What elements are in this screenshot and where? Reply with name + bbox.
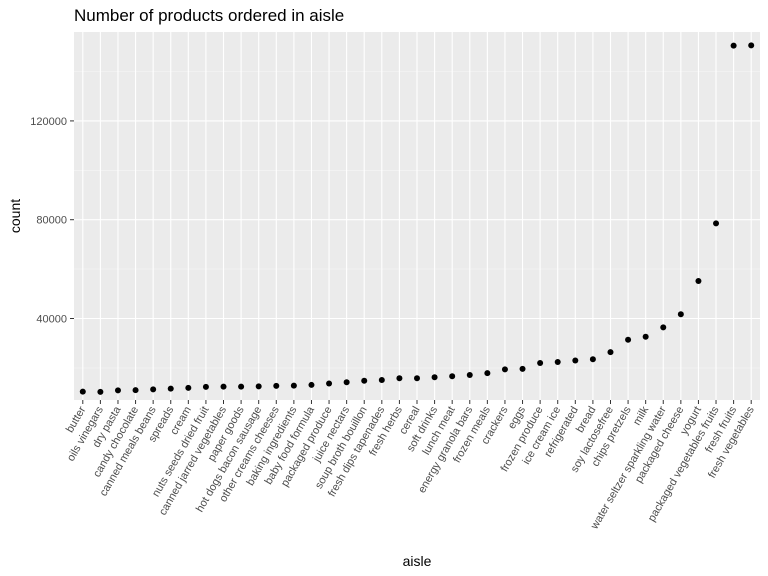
data-point — [501, 366, 508, 373]
y-tick-label: 40000 — [36, 313, 67, 325]
data-point — [238, 383, 245, 390]
data-point — [730, 42, 737, 49]
data-point — [625, 336, 632, 343]
data-point — [396, 375, 403, 382]
data-point — [537, 359, 544, 366]
data-points — [79, 42, 755, 395]
data-point — [484, 370, 491, 377]
data-point — [519, 365, 526, 372]
data-point — [255, 383, 262, 390]
x-axis-title: aisle — [403, 553, 432, 569]
data-point — [695, 277, 702, 284]
data-point — [642, 333, 649, 340]
data-point — [572, 357, 579, 364]
data-point — [449, 373, 456, 380]
data-point — [466, 372, 473, 379]
data-point — [290, 382, 297, 389]
data-point — [220, 383, 227, 390]
data-point — [431, 374, 438, 381]
y-tick-label: 120000 — [30, 116, 67, 128]
data-point — [660, 324, 667, 331]
data-point — [185, 384, 192, 391]
data-point — [361, 377, 368, 384]
data-point — [79, 388, 86, 395]
data-point — [677, 311, 684, 318]
chart-title: Number of products ordered in aisle — [74, 6, 345, 25]
data-point — [132, 387, 139, 394]
data-point — [97, 388, 104, 395]
data-point — [378, 376, 385, 383]
grid-lines — [74, 32, 760, 400]
data-point — [167, 385, 174, 392]
y-axis-title: count — [7, 199, 23, 233]
y-tick-label: 80000 — [36, 215, 67, 227]
data-point — [589, 356, 596, 363]
data-point — [202, 383, 209, 390]
data-point — [273, 382, 280, 389]
data-point — [150, 386, 157, 393]
y-axis: 40000 80000 120000 — [30, 116, 74, 325]
data-point — [713, 220, 720, 227]
data-point — [326, 380, 333, 387]
data-point — [114, 387, 121, 394]
data-point — [308, 381, 315, 388]
data-point — [414, 375, 420, 382]
data-point — [554, 358, 561, 365]
data-point — [748, 42, 755, 49]
data-point — [343, 379, 350, 386]
data-point — [607, 349, 614, 356]
